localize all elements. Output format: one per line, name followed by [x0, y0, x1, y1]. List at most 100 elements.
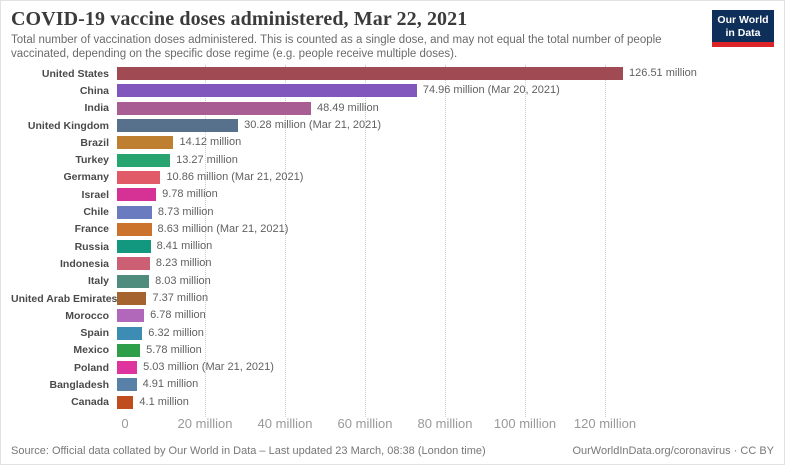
bar-row[interactable]: Canada 4.1 million	[11, 394, 774, 411]
bar[interactable]	[117, 343, 141, 357]
value-label: 9.78 million	[162, 188, 218, 201]
bar[interactable]	[117, 101, 311, 115]
bar-track: 13.27 million	[117, 153, 774, 167]
bar-row[interactable]: Russia 8.41 million	[11, 238, 774, 255]
country-label: Canada	[71, 396, 109, 409]
owid-coronavirus-link[interactable]: OurWorldInData.org/coronavirus · CC BY	[572, 445, 774, 457]
bar[interactable]	[117, 222, 152, 236]
bar-track: 14.12 million	[117, 136, 774, 150]
country-label: Italy	[87, 275, 109, 288]
value-label: 10.86 million (Mar 21, 2021)	[166, 170, 304, 183]
value-label: 6.32 million	[148, 326, 204, 339]
bar[interactable]	[117, 395, 134, 409]
x-axis-tick: 20 million	[177, 415, 233, 431]
bar-row[interactable]: Italy 8.03 million	[11, 273, 774, 290]
country-label: United States	[41, 67, 109, 80]
value-label: 7.37 million	[152, 292, 209, 304]
bar-track: 6.78 million	[117, 309, 774, 323]
value-label: 14.12 million	[179, 136, 242, 149]
bar-row[interactable]: Mexico 5.78 million	[11, 342, 774, 359]
bar-row[interactable]: United Arab Emirates 7.37 million	[11, 290, 774, 307]
bar[interactable]	[117, 136, 174, 150]
bar-chart: United States 126.51 million China 74.96…	[11, 65, 774, 435]
bar-track: 6.32 million	[117, 326, 774, 340]
bar-row[interactable]: Poland 5.03 million (Mar 21, 2021)	[11, 359, 774, 376]
chart-header-text: COVID-19 vaccine doses administered, Mar…	[11, 8, 703, 61]
value-label: 4.1 million	[139, 395, 189, 408]
bar[interactable]	[117, 170, 161, 184]
bar-track: 5.03 million (Mar 21, 2021)	[117, 361, 774, 375]
bar-row[interactable]: United Kingdom 30.28 million (Mar 21, 20…	[11, 117, 774, 134]
country-label: Bangladesh	[49, 378, 109, 391]
bar[interactable]	[117, 205, 152, 219]
x-axis: 0 20 million 40 million 60 million 80 millio…	[121, 411, 774, 435]
country-label: India	[84, 102, 109, 115]
bar[interactable]	[117, 326, 143, 340]
country-label: Morocco	[65, 309, 109, 322]
bar-track: 48.49 million	[117, 101, 774, 115]
bar-row[interactable]: France 8.63 million (Mar 21, 2021)	[11, 221, 774, 238]
bar[interactable]	[117, 257, 150, 271]
x-axis-tick: 0	[121, 415, 129, 431]
bar-track: 126.51 million	[117, 67, 774, 81]
bar-track: 74.96 million (Mar 20, 2021)	[117, 84, 774, 98]
bar-row[interactable]: United States 126.51 million	[11, 65, 774, 82]
bar-row[interactable]: Brazil 14.12 million	[11, 134, 774, 151]
country-label: Turkey	[75, 154, 109, 167]
chart-title: COVID-19 vaccine doses administered, Mar…	[11, 8, 468, 30]
country-label: Germany	[63, 171, 109, 184]
bar-row[interactable]: Germany 10.86 million (Mar 21, 2021)	[11, 169, 774, 186]
value-label: 126.51 million	[629, 67, 697, 80]
owid-logo[interactable]: Our World in Data	[712, 10, 774, 47]
chart-header: COVID-19 vaccine doses administered, Mar…	[1, 1, 784, 61]
bar-row[interactable]: Chile 8.73 million	[11, 203, 774, 220]
bar[interactable]	[117, 378, 137, 392]
bar[interactable]	[117, 153, 171, 167]
bar-track: 8.03 million	[117, 274, 774, 288]
value-label: 8.03 million	[155, 274, 211, 287]
bar-track: 30.28 million (Mar 21, 2021)	[117, 119, 774, 133]
country-label: France	[74, 223, 109, 236]
bar-row[interactable]: Bangladesh 4.91 million	[11, 376, 774, 393]
chart-subtitle: Total number of vaccination doses admini…	[11, 34, 662, 60]
bar-row[interactable]: Turkey 13.27 million	[11, 151, 774, 168]
value-label: 13.27 million	[176, 153, 238, 166]
country-label: Israel	[81, 188, 109, 201]
bar[interactable]	[117, 274, 150, 288]
bar[interactable]	[117, 309, 145, 323]
bar[interactable]	[117, 361, 138, 375]
bar-row[interactable]: Indonesia 8.23 million	[11, 255, 774, 272]
value-label: 30.28 million (Mar 21, 2021)	[244, 119, 382, 132]
value-label: 4.91 million	[142, 378, 199, 391]
bar-row[interactable]: Morocco 6.78 million	[11, 307, 774, 324]
chart-footer: Source: Official data collated by Our Wo…	[11, 445, 774, 457]
value-label: 8.63 million (Mar 21, 2021)	[157, 222, 289, 235]
bar[interactable]	[117, 188, 157, 202]
bar-track: 10.86 million (Mar 21, 2021)	[117, 170, 774, 184]
bar-row[interactable]: China 74.96 million (Mar 20, 2021)	[11, 82, 774, 99]
x-axis-tick: 120 million	[573, 415, 637, 431]
country-label: Spain	[80, 327, 109, 340]
country-label: United Arab Emirates	[11, 292, 118, 305]
country-label: China	[79, 84, 109, 97]
bar[interactable]	[117, 67, 624, 81]
country-label: Brazil	[80, 136, 109, 149]
country-label: Indonesia	[59, 257, 109, 270]
bar-track: 7.37 million	[117, 292, 774, 305]
country-label: Mexico	[73, 344, 109, 357]
bar-row[interactable]: Spain 6.32 million	[11, 324, 774, 341]
bar[interactable]	[117, 84, 417, 98]
bar-track: 8.41 million	[117, 240, 774, 254]
bar-track: 8.63 million (Mar 21, 2021)	[117, 222, 774, 236]
source-note: Source: Official data collated by Our Wo…	[11, 445, 486, 457]
x-axis-tick: 40 million	[257, 415, 313, 431]
plot-area: United States 126.51 million China 74.96…	[11, 65, 774, 417]
x-axis-tick: 60 million	[337, 415, 393, 431]
bar-row[interactable]: India 48.49 million	[11, 100, 774, 117]
bar[interactable]	[117, 240, 151, 254]
x-axis-tick: 80 million	[417, 415, 473, 431]
bar-row[interactable]: Israel 9.78 million	[11, 186, 774, 203]
bar[interactable]	[117, 119, 239, 133]
bar[interactable]	[117, 292, 147, 305]
value-label: 8.73 million	[157, 205, 214, 218]
